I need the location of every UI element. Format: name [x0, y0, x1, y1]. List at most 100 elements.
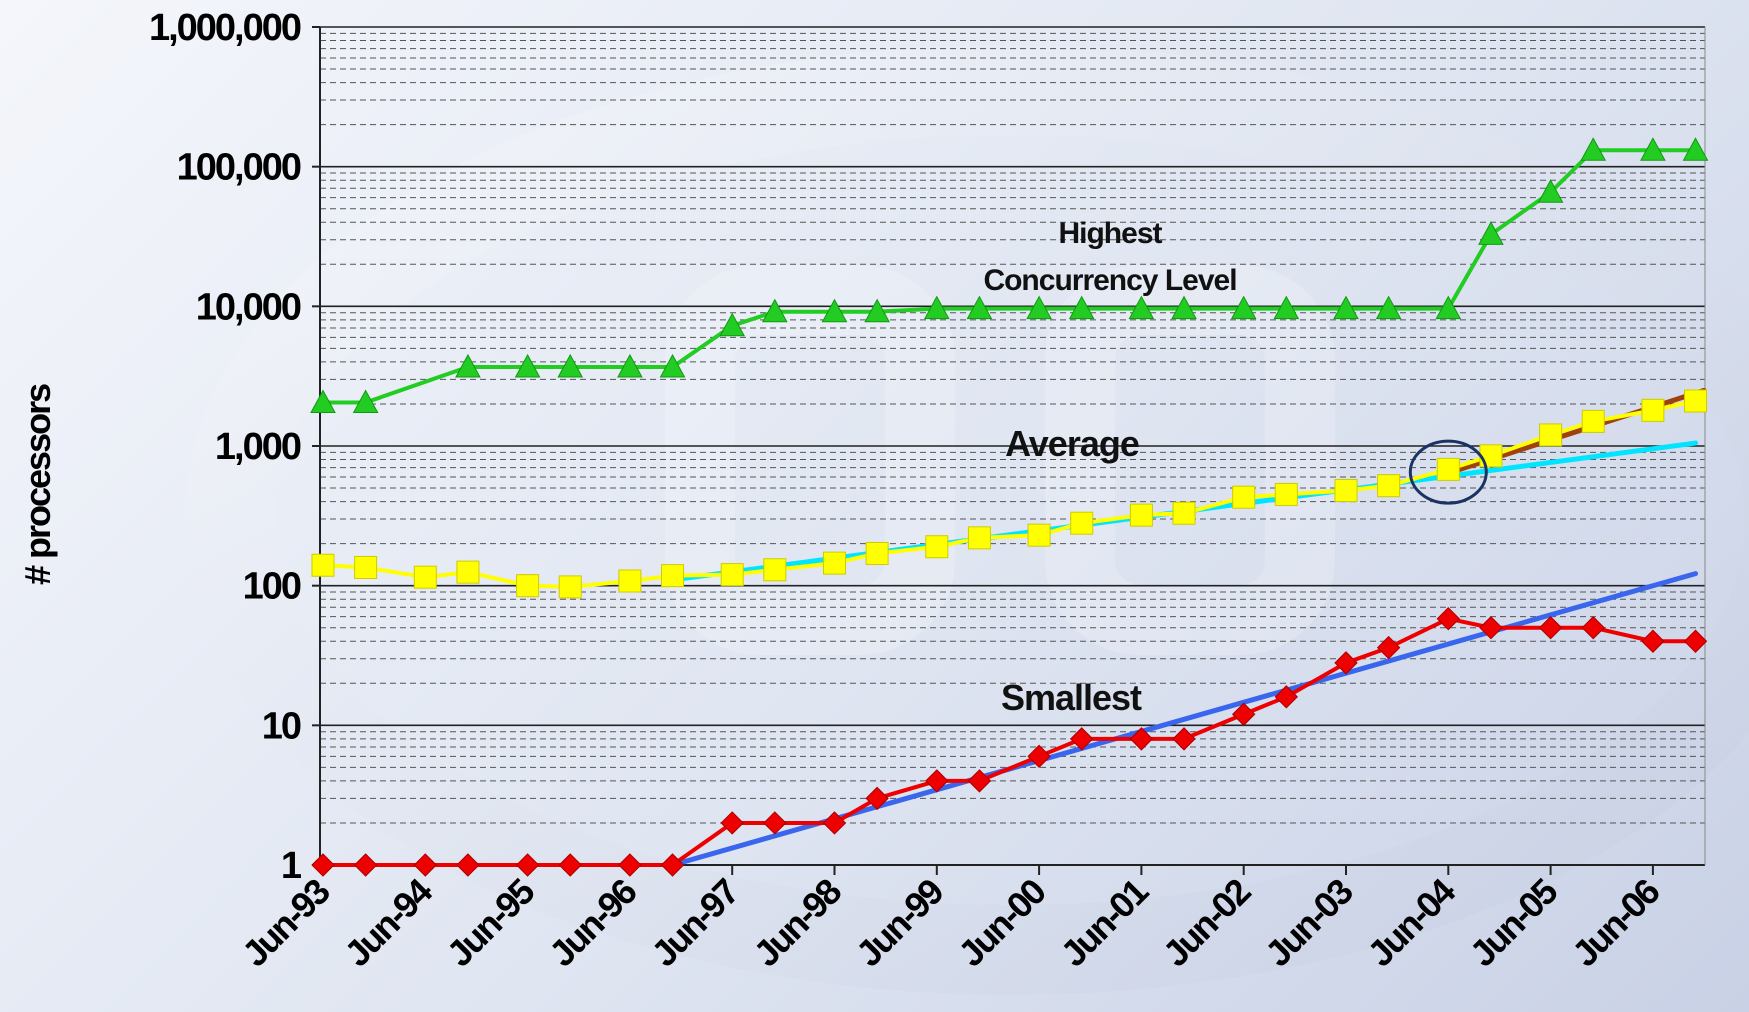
- data-point: [310, 389, 336, 414]
- data-point: [720, 563, 744, 587]
- data-point: [1684, 389, 1708, 413]
- data-point: [311, 553, 335, 577]
- data-point: [865, 786, 889, 811]
- x-tick-label: Jun-06: [1564, 871, 1667, 974]
- highlight-circle: [1408, 439, 1488, 505]
- annotation-highest: Highest: [1058, 217, 1162, 250]
- data-point: [1375, 295, 1402, 320]
- data-point: [1640, 137, 1666, 161]
- data-point: [719, 312, 746, 337]
- y-tick-label: 10: [262, 705, 301, 747]
- data-point: [967, 526, 991, 550]
- data-point: [1538, 616, 1563, 640]
- data-point: [1232, 485, 1256, 509]
- data-point: [558, 575, 582, 599]
- data-point: [1129, 727, 1154, 751]
- data-point: [1068, 295, 1095, 320]
- data-point: [618, 853, 642, 877]
- data-point: [1231, 702, 1256, 726]
- data-point: [413, 565, 437, 589]
- data-point: [1641, 629, 1665, 653]
- data-point: [1129, 503, 1153, 527]
- data-point: [1333, 295, 1359, 320]
- data-point: [1581, 409, 1605, 433]
- data-point: [618, 569, 642, 593]
- data-point: [1274, 685, 1299, 709]
- data-point: [660, 853, 685, 877]
- data-point: [966, 295, 993, 320]
- series-highest-concurrency-level: [310, 137, 1709, 414]
- y-tick-label: 1,000: [215, 426, 301, 468]
- data-point: [1230, 295, 1257, 320]
- data-point: [558, 853, 582, 877]
- data-point: [720, 811, 744, 835]
- data-point: [865, 541, 889, 565]
- data-point: [455, 353, 481, 378]
- y-tick-label: 100: [243, 566, 301, 608]
- data-point: [352, 389, 379, 414]
- data-point: [354, 555, 378, 579]
- y-tick-label: 1,000,000: [149, 7, 301, 49]
- annotation-average: Average: [1005, 423, 1139, 464]
- data-point: [1026, 295, 1052, 320]
- data-point: [1274, 482, 1298, 506]
- background-watermark-logo: [185, 45, 1749, 995]
- data-point: [864, 298, 890, 323]
- data-point: [1479, 444, 1503, 468]
- data-point: [1377, 474, 1401, 498]
- data-point: [515, 853, 540, 877]
- data-point: [1172, 501, 1196, 525]
- data-point: [1580, 137, 1607, 161]
- data-point: [1070, 727, 1094, 751]
- data-point: [1027, 744, 1051, 769]
- data-point: [823, 551, 846, 575]
- y-tick-label: 100,000: [177, 147, 301, 189]
- data-point: [1273, 295, 1300, 320]
- data-point: [1334, 651, 1358, 675]
- y-tick-label: 1: [281, 845, 302, 887]
- data-point: [1537, 179, 1564, 203]
- data-point: [1436, 607, 1461, 631]
- data-point: [1539, 423, 1563, 447]
- data-point: [1128, 295, 1155, 320]
- data-point: [456, 853, 480, 877]
- data-point: [1172, 727, 1196, 751]
- data-point: [516, 574, 540, 598]
- annotation-concurrency-level: Concurrency Level: [983, 264, 1236, 297]
- data-point: [1027, 523, 1051, 547]
- data-point: [821, 298, 848, 323]
- y-axis-label: # processors: [17, 384, 58, 585]
- data-point: [311, 853, 335, 877]
- data-point: [967, 769, 992, 793]
- data-point: [763, 558, 787, 582]
- circle-highlight: [1408, 439, 1488, 505]
- gridlines: [320, 26, 1705, 866]
- data-point: [923, 295, 950, 320]
- x-tick-label: Jun-94: [336, 870, 440, 974]
- series-line: [322, 399, 1696, 589]
- series-line: [323, 616, 1696, 867]
- data-series: [310, 137, 1709, 877]
- data-point: [456, 560, 480, 584]
- data-point: [1334, 479, 1358, 503]
- series-smallest: [311, 607, 1708, 877]
- data-point: [413, 853, 438, 877]
- data-point: [1581, 616, 1605, 640]
- data-point: [1376, 635, 1401, 660]
- y-axis-tick-labels: 1 10 100 1,000 10,000 100,000 1,000,000: [149, 7, 320, 887]
- annotation-smallest: Smallest: [1001, 677, 1142, 718]
- data-point: [557, 353, 584, 378]
- data-point: [1683, 629, 1708, 653]
- data-point: [1436, 457, 1460, 481]
- data-point: [659, 353, 686, 378]
- data-point: [1070, 511, 1094, 535]
- data-point: [353, 853, 378, 877]
- data-point: [617, 353, 643, 378]
- data-point: [1171, 295, 1197, 320]
- data-point: [1478, 221, 1504, 245]
- data-point: [1479, 616, 1503, 640]
- data-point: [925, 769, 949, 793]
- data-point: [763, 811, 787, 835]
- data-point: [822, 811, 847, 835]
